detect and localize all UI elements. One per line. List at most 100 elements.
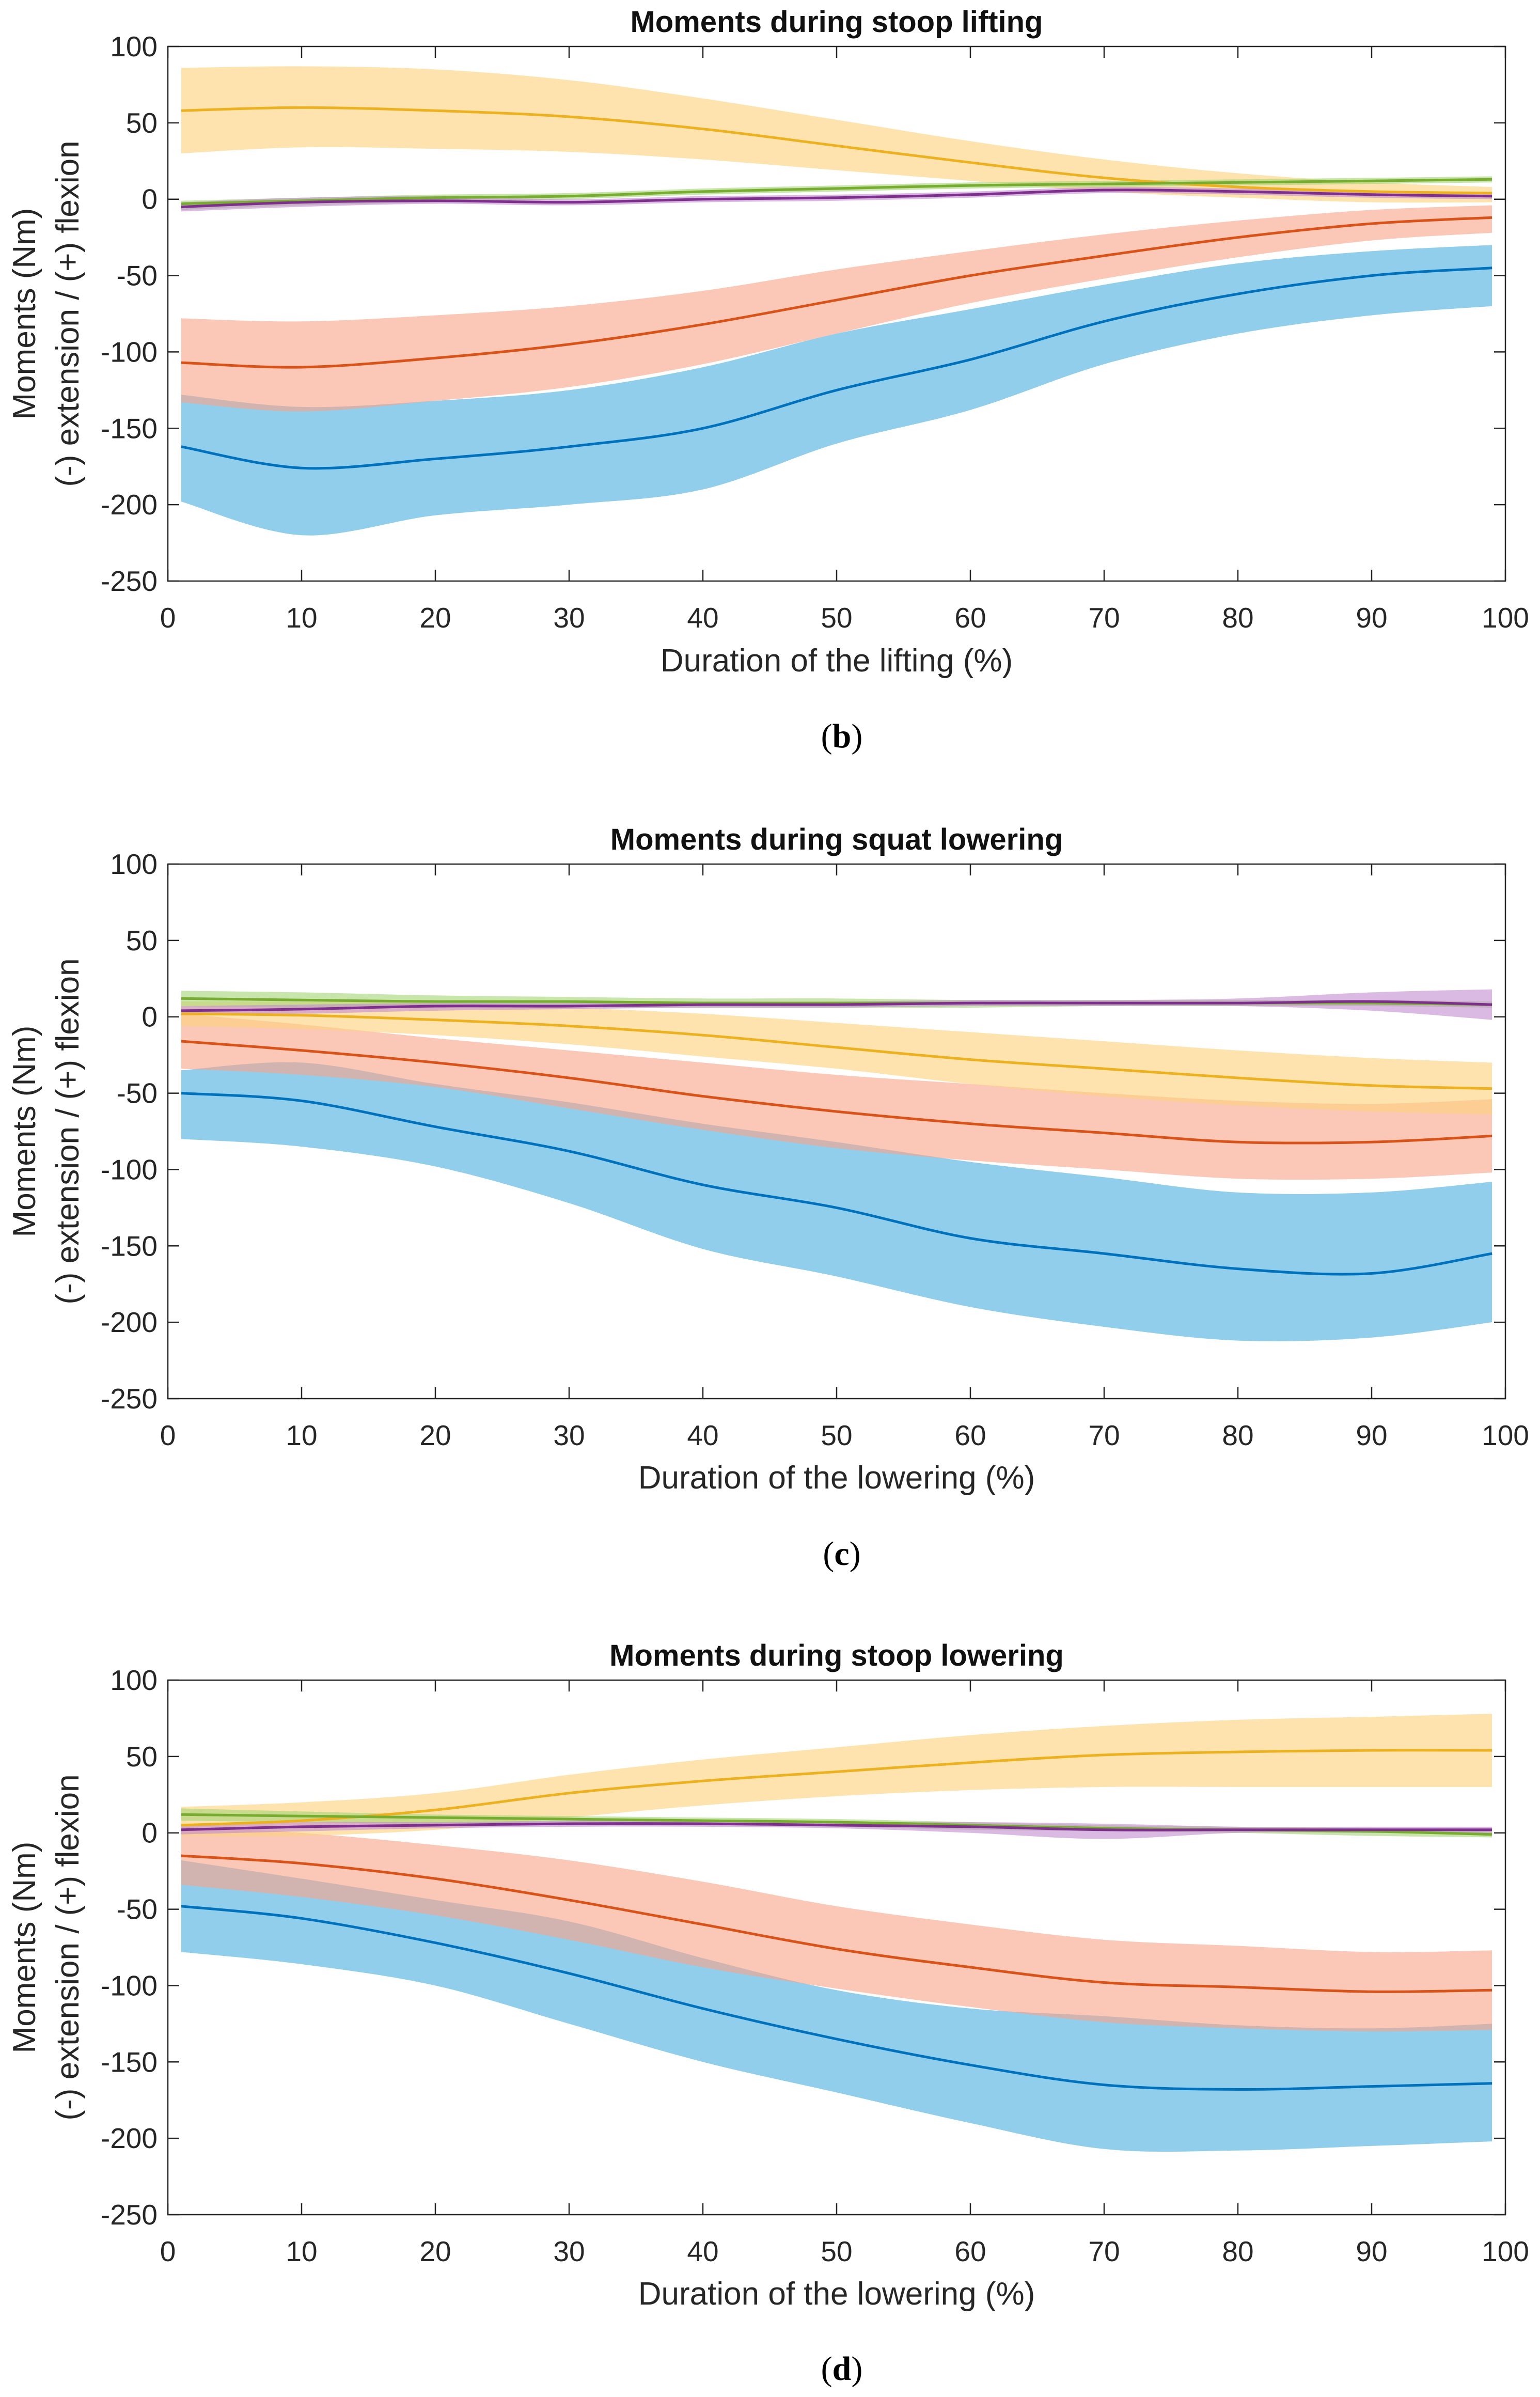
- y-axis-label-line1: Moments (Nm): [7, 1842, 42, 2054]
- x-tick-label: 0: [160, 602, 176, 634]
- y-axis-label-line2: (-) extension / (+) flexion: [50, 1774, 86, 2120]
- line-orange: [181, 1040, 1492, 1145]
- x-tick-label: 60: [954, 602, 986, 634]
- x-tick-label: 0: [160, 1419, 176, 1451]
- band-green: [181, 176, 1492, 210]
- y-tick-label: -150: [101, 412, 158, 444]
- x-tick-label: 10: [286, 1419, 317, 1451]
- x-tick-label: 10: [286, 2235, 317, 2267]
- x-tick-label: 30: [553, 602, 585, 634]
- y-tick-label: -100: [101, 1969, 158, 2001]
- x-axis-label: Duration of the lifting (%): [661, 643, 1013, 679]
- y-tick-label: 100: [110, 848, 158, 880]
- y-tick-label: 100: [110, 1664, 158, 1696]
- y-axis-label-line1: Moments (Nm): [7, 1026, 42, 1237]
- line-orange: [181, 1854, 1492, 1993]
- x-tick-label: 40: [687, 1419, 718, 1451]
- y-tick-label: 0: [142, 1001, 158, 1033]
- y-tick-label: -250: [101, 2199, 158, 2231]
- x-tick-label: 60: [954, 1419, 986, 1451]
- x-tick-label: 20: [419, 1419, 451, 1451]
- line-blue: [181, 267, 1492, 470]
- y-tick-label: 100: [110, 30, 158, 62]
- y-tick-label: 50: [126, 1741, 158, 1773]
- chart-panel-b: Moments during stoop lifting 0 10 20 30 40 50 6…: [7, 5, 1529, 755]
- y-axis-label-line2: (-) extension / (+) flexion: [50, 140, 86, 487]
- y-tick-label: 50: [126, 925, 158, 957]
- plot-area: [181, 66, 1492, 536]
- band-yellow: [181, 1714, 1492, 1837]
- x-tick-label: 90: [1356, 2235, 1387, 2267]
- line-yellow: [181, 1749, 1492, 1827]
- x-tick-label: 90: [1356, 602, 1387, 634]
- y-tick-label: -50: [117, 260, 158, 292]
- panel-caption: (d): [821, 2350, 863, 2388]
- x-tick-label: 40: [687, 602, 718, 634]
- x-tick-label: 10: [286, 602, 317, 634]
- x-tick-label: 80: [1222, 602, 1253, 634]
- band-blue: [181, 1062, 1492, 1341]
- x-tick-label: 50: [821, 602, 852, 634]
- panel-caption: (c): [823, 1535, 860, 1573]
- panel-caption: (b): [821, 717, 863, 755]
- chart-title: Moments during stoop lifting: [630, 5, 1043, 39]
- x-axis-label: Duration of the lowering (%): [638, 2276, 1035, 2312]
- chart-title: Moments during squat lowering: [610, 823, 1063, 856]
- x-tick-label: 70: [1088, 2235, 1120, 2267]
- x-tick-label: 30: [553, 2235, 585, 2267]
- x-tick-label: 70: [1088, 602, 1120, 634]
- line-orange: [181, 216, 1492, 369]
- line-blue: [181, 1905, 1492, 2091]
- line-green: [181, 178, 1492, 206]
- y-tick-label: 0: [142, 1817, 158, 1849]
- y-tick-label: -100: [101, 1153, 158, 1185]
- x-tick-label: 0: [160, 2235, 176, 2267]
- x-tick-label: 50: [821, 1419, 852, 1451]
- band-orange: [181, 1826, 1492, 2032]
- x-tick-label: 100: [1482, 602, 1529, 634]
- y-tick-label: -150: [101, 2046, 158, 2078]
- line-purple: [181, 1000, 1492, 1012]
- panel-caption-letter: c: [834, 1535, 849, 1573]
- y-tick-label: -100: [101, 336, 158, 368]
- line-blue: [181, 1092, 1492, 1276]
- y-tick-label: -50: [117, 1893, 158, 1925]
- x-tick-label: 80: [1222, 2235, 1253, 2267]
- y-tick-label: -150: [101, 1230, 158, 1262]
- chart-panel-d: Moments during stoop lowering 0 10 20 30 40 50…: [7, 1639, 1529, 2388]
- y-tick-label: -200: [101, 2122, 158, 2154]
- x-tick-label: 90: [1356, 1419, 1387, 1451]
- band-yellow: [181, 66, 1492, 203]
- band-purple: [181, 186, 1492, 212]
- panel-caption-letter: d: [832, 2350, 852, 2388]
- y-tick-label: -200: [101, 489, 158, 521]
- plot-area: [181, 1714, 1492, 2152]
- line-purple: [181, 189, 1492, 208]
- y-tick-label: -200: [101, 1306, 158, 1338]
- band-orange: [181, 205, 1492, 412]
- x-tick-label: 20: [419, 602, 451, 634]
- y-tick-label: 50: [126, 107, 158, 139]
- line-yellow: [181, 106, 1492, 195]
- line-yellow: [181, 1012, 1492, 1090]
- x-tick-label: 40: [687, 2235, 718, 2267]
- x-tick-label: 20: [419, 2235, 451, 2267]
- panel-caption-letter: b: [832, 717, 852, 755]
- x-tick-label: 30: [553, 1419, 585, 1451]
- x-tick-label: 60: [954, 2235, 986, 2267]
- line-purple: [181, 1822, 1492, 1831]
- plot-area: [181, 989, 1492, 1341]
- x-tick-label: 80: [1222, 1419, 1253, 1451]
- chart-panel-c: Moments during squat lowering 0 10 20 30 40 50…: [7, 823, 1529, 1573]
- band-yellow: [181, 1001, 1492, 1115]
- x-axis-label: Duration of the lowering (%): [638, 1460, 1035, 1496]
- band-blue: [181, 1860, 1492, 2152]
- x-tick-label: 100: [1482, 2235, 1529, 2267]
- y-tick-label: -250: [101, 1383, 158, 1415]
- y-axis-label-line2: (-) extension / (+) flexion: [50, 958, 86, 1304]
- chart-title: Moments during stoop lowering: [609, 1639, 1064, 1672]
- y-axis-label-line1: Moments (Nm): [7, 208, 42, 420]
- y-tick-label: -250: [101, 565, 158, 597]
- x-tick-label: 100: [1482, 1419, 1529, 1451]
